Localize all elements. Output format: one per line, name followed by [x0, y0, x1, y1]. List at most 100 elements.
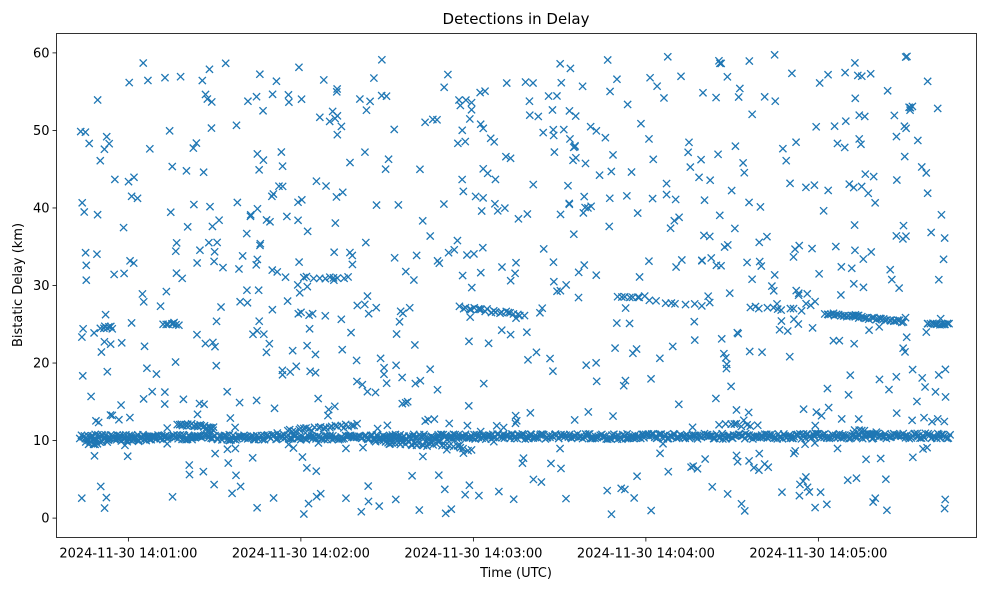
- data-point: [339, 346, 346, 353]
- data-point: [224, 388, 231, 395]
- data-point: [79, 199, 86, 206]
- data-point: [196, 247, 203, 254]
- data-point: [393, 330, 400, 337]
- data-point: [282, 274, 289, 281]
- data-point: [279, 367, 286, 374]
- data-point: [354, 302, 361, 309]
- data-point: [442, 510, 449, 517]
- data-point: [941, 505, 948, 512]
- y-tick-label: 40: [33, 201, 50, 216]
- data-point: [715, 421, 722, 428]
- data-point: [194, 259, 201, 266]
- data-point: [512, 420, 519, 427]
- data-point: [756, 239, 763, 246]
- data-point: [896, 285, 903, 292]
- data-point: [190, 201, 197, 208]
- data-point: [82, 249, 89, 256]
- data-point: [838, 415, 845, 422]
- data-point: [942, 496, 949, 503]
- data-point: [384, 422, 391, 429]
- data-point: [333, 193, 340, 200]
- data-point: [391, 254, 398, 261]
- data-point: [706, 299, 713, 306]
- data-point: [208, 98, 215, 105]
- data-point: [671, 217, 678, 224]
- data-point: [581, 193, 588, 200]
- data-point: [761, 460, 768, 467]
- data-point: [477, 121, 484, 128]
- data-point: [942, 366, 949, 373]
- data-point: [870, 173, 877, 180]
- data-point: [530, 476, 537, 483]
- data-point: [297, 309, 304, 316]
- data-point: [842, 69, 849, 76]
- data-point: [924, 78, 931, 85]
- data-point: [120, 224, 127, 231]
- data-point: [856, 112, 863, 119]
- data-point: [848, 265, 855, 272]
- data-point: [735, 93, 742, 100]
- data-point: [472, 193, 479, 200]
- data-point: [304, 283, 311, 290]
- data-point: [392, 496, 399, 503]
- data-point: [763, 233, 770, 240]
- data-point: [938, 211, 945, 218]
- data-point: [788, 70, 795, 77]
- data-point: [550, 278, 557, 285]
- data-point: [213, 362, 220, 369]
- data-point: [628, 168, 635, 175]
- data-point: [691, 300, 698, 307]
- data-point: [480, 194, 487, 201]
- data-point: [243, 287, 250, 294]
- data-point: [285, 91, 292, 98]
- data-point: [358, 508, 365, 515]
- data-point: [95, 419, 102, 426]
- data-point: [481, 88, 488, 95]
- data-point: [887, 266, 894, 273]
- data-point: [396, 318, 403, 325]
- data-point: [385, 156, 392, 163]
- data-point: [365, 483, 372, 490]
- data-point: [256, 166, 263, 173]
- data-point: [914, 137, 921, 144]
- data-point: [313, 493, 320, 500]
- data-point: [503, 79, 510, 86]
- data-point: [462, 491, 469, 498]
- data-point: [723, 365, 730, 372]
- x-tick-label: 2024-11-30 14:02:00: [232, 547, 370, 562]
- data-point: [459, 127, 466, 134]
- data-point: [851, 59, 858, 66]
- data-point: [224, 446, 231, 453]
- data-point: [275, 183, 282, 190]
- data-point: [851, 221, 858, 228]
- data-point: [444, 71, 451, 78]
- data-point: [708, 254, 715, 261]
- data-point: [109, 325, 116, 332]
- y-tick-label: 10: [33, 434, 50, 449]
- data-point: [566, 201, 573, 208]
- data-point: [716, 212, 723, 219]
- data-point: [315, 395, 322, 402]
- data-point: [702, 455, 709, 462]
- data-point: [535, 113, 542, 120]
- data-point: [279, 163, 286, 170]
- data-point: [569, 157, 576, 164]
- data-point: [758, 349, 765, 356]
- data-point: [691, 318, 698, 325]
- data-point: [304, 228, 311, 235]
- data-point: [862, 171, 869, 178]
- data-point: [519, 460, 526, 467]
- data-point: [493, 422, 500, 429]
- data-point: [771, 51, 778, 58]
- data-point: [633, 473, 640, 480]
- data-point: [853, 475, 860, 482]
- data-point: [366, 98, 373, 105]
- data-point: [200, 468, 207, 475]
- data-point: [593, 378, 600, 385]
- data-point: [811, 182, 818, 189]
- data-point: [857, 141, 864, 148]
- data-point: [271, 405, 278, 412]
- data-point: [792, 139, 799, 146]
- data-point: [104, 368, 111, 375]
- data-point: [685, 149, 692, 156]
